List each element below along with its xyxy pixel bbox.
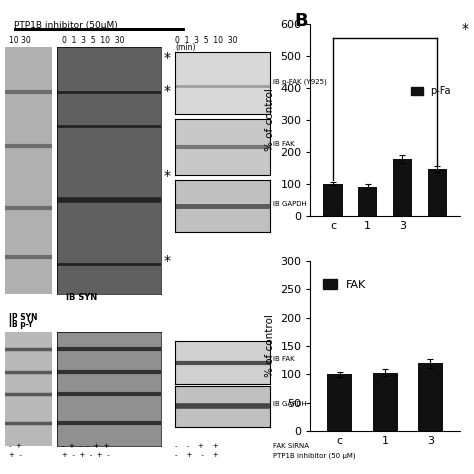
Text: IB GAPDH: IB GAPDH (273, 401, 306, 407)
Legend: FAK: FAK (319, 275, 370, 294)
Bar (358, 187, 377, 216)
Text: PTP1B inhibitor (50μM): PTP1B inhibitor (50μM) (14, 21, 118, 30)
Text: IB p-Y: IB p-Y (9, 320, 34, 329)
Text: *: * (164, 255, 171, 268)
Text: IB p-FAK (Y925): IB p-FAK (Y925) (273, 79, 326, 85)
Text: (min): (min) (175, 43, 196, 52)
Text: -  +: - + (9, 443, 22, 449)
Text: -    +    -    +: - + - + (175, 452, 219, 458)
Text: IB GAPDH: IB GAPDH (273, 201, 306, 207)
Text: PTP1B inhibitor (50 μM): PTP1B inhibitor (50 μM) (273, 452, 355, 459)
Text: 0  1  3  5  10  30: 0 1 3 5 10 30 (62, 36, 124, 45)
Bar (323, 183, 343, 216)
Text: *: * (462, 22, 468, 36)
Bar (373, 373, 398, 431)
Y-axis label: % of control: % of control (265, 88, 275, 151)
Text: 10 30: 10 30 (9, 36, 31, 45)
Bar (418, 363, 443, 431)
Text: IP SYN: IP SYN (9, 313, 38, 322)
Text: IB FAK: IB FAK (273, 141, 294, 147)
Text: *: * (164, 84, 171, 98)
Text: IB FAK: IB FAK (273, 356, 294, 362)
Text: *: * (164, 51, 171, 64)
Text: +  -  +  -  +  -: + - + - + - (62, 452, 109, 458)
Text: B: B (294, 12, 308, 30)
Text: -  +  -  -  +  +: - + - - + + (62, 443, 109, 449)
Y-axis label: % of control: % of control (265, 315, 275, 377)
Text: *: * (164, 169, 171, 183)
Text: FAK SiRNA: FAK SiRNA (273, 443, 309, 449)
Bar (328, 374, 352, 431)
Text: 0  1  3  5  10  30: 0 1 3 5 10 30 (175, 36, 238, 45)
Bar (428, 169, 447, 216)
Text: +  -: + - (9, 452, 22, 458)
Text: IB SYN: IB SYN (66, 293, 98, 302)
Bar (393, 159, 412, 216)
Legend: p-Fa: p-Fa (407, 82, 455, 100)
Text: -    -    +    +: - - + + (175, 443, 219, 449)
